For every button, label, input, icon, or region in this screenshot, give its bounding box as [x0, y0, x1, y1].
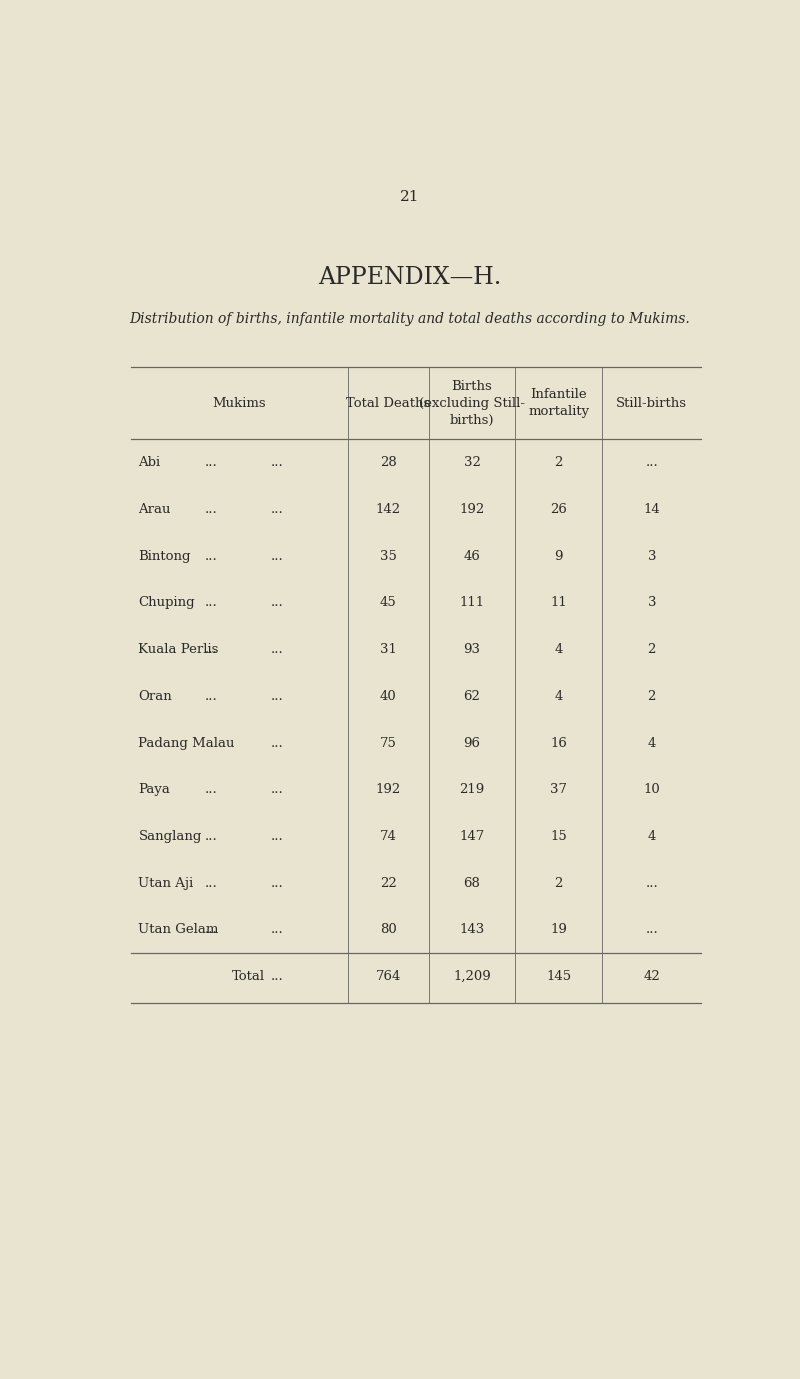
Text: 26: 26 [550, 503, 567, 516]
Text: ...: ... [206, 597, 218, 610]
Text: 40: 40 [380, 690, 397, 703]
Text: ...: ... [206, 550, 218, 563]
Text: Utan Aji: Utan Aji [138, 877, 194, 889]
Text: 143: 143 [459, 924, 485, 936]
Text: 80: 80 [380, 924, 397, 936]
Text: 4: 4 [554, 690, 563, 703]
Text: Kuala Perlis: Kuala Perlis [138, 643, 219, 656]
Text: ...: ... [270, 597, 283, 610]
Text: 96: 96 [463, 736, 481, 750]
Text: 111: 111 [459, 597, 485, 610]
Text: ...: ... [206, 456, 218, 469]
Text: 2: 2 [554, 877, 563, 889]
Text: ...: ... [206, 924, 218, 936]
Text: Bintong: Bintong [138, 550, 191, 563]
Text: 42: 42 [643, 971, 660, 983]
Text: 68: 68 [463, 877, 481, 889]
Text: Infantile
mortality: Infantile mortality [528, 389, 590, 418]
Text: ...: ... [206, 643, 218, 656]
Text: 93: 93 [463, 643, 481, 656]
Text: 10: 10 [643, 783, 660, 796]
Text: ...: ... [270, 971, 283, 983]
Text: 145: 145 [546, 971, 571, 983]
Text: ...: ... [206, 877, 218, 889]
Text: 192: 192 [376, 783, 401, 796]
Text: 11: 11 [550, 597, 567, 610]
Text: ...: ... [270, 877, 283, 889]
Text: 14: 14 [643, 503, 660, 516]
Text: 19: 19 [550, 924, 567, 936]
Text: 192: 192 [459, 503, 485, 516]
Text: 4: 4 [554, 643, 563, 656]
Text: ...: ... [270, 550, 283, 563]
Text: ...: ... [206, 503, 218, 516]
Text: 3: 3 [647, 597, 656, 610]
Text: ...: ... [206, 783, 218, 796]
Text: 28: 28 [380, 456, 397, 469]
Text: ...: ... [270, 643, 283, 656]
Text: 45: 45 [380, 597, 397, 610]
Text: Distribution of births, infantile mortality and total deaths according to Mukims: Distribution of births, infantile mortal… [130, 312, 690, 325]
Text: 16: 16 [550, 736, 567, 750]
Text: Abi: Abi [138, 456, 161, 469]
Text: 35: 35 [380, 550, 397, 563]
Text: 2: 2 [648, 690, 656, 703]
Text: Total Deaths: Total Deaths [346, 397, 430, 410]
Text: ...: ... [270, 456, 283, 469]
Text: 3: 3 [647, 550, 656, 563]
Text: ...: ... [270, 924, 283, 936]
Text: 4: 4 [648, 736, 656, 750]
Text: 9: 9 [554, 550, 563, 563]
Text: ...: ... [270, 736, 283, 750]
Text: ...: ... [206, 830, 218, 843]
Text: 219: 219 [459, 783, 485, 796]
Text: ...: ... [270, 783, 283, 796]
Text: 21: 21 [400, 190, 420, 204]
Text: 37: 37 [550, 783, 567, 796]
Text: ...: ... [270, 503, 283, 516]
Text: Still-births: Still-births [616, 397, 687, 410]
Text: 31: 31 [380, 643, 397, 656]
Text: 22: 22 [380, 877, 397, 889]
Text: ...: ... [270, 690, 283, 703]
Text: 15: 15 [550, 830, 567, 843]
Text: 2: 2 [554, 456, 563, 469]
Text: 46: 46 [463, 550, 481, 563]
Text: 1,209: 1,209 [453, 971, 491, 983]
Text: 75: 75 [380, 736, 397, 750]
Text: APPENDIX—H.: APPENDIX—H. [318, 266, 502, 290]
Text: ...: ... [206, 690, 218, 703]
Text: ...: ... [646, 877, 658, 889]
Text: 32: 32 [463, 456, 481, 469]
Text: ...: ... [646, 924, 658, 936]
Text: Chuping: Chuping [138, 597, 195, 610]
Text: Total: Total [232, 971, 266, 983]
Text: Paya: Paya [138, 783, 170, 796]
Text: Births
(excluding Still-
births): Births (excluding Still- births) [419, 379, 525, 427]
Text: ...: ... [270, 830, 283, 843]
Text: 764: 764 [376, 971, 401, 983]
Text: 74: 74 [380, 830, 397, 843]
Text: Arau: Arau [138, 503, 171, 516]
Text: Mukims: Mukims [213, 397, 266, 410]
Text: Utan Gelam: Utan Gelam [138, 924, 219, 936]
Text: 142: 142 [376, 503, 401, 516]
Text: 2: 2 [648, 643, 656, 656]
Text: 4: 4 [648, 830, 656, 843]
Text: Padang Malau: Padang Malau [138, 736, 235, 750]
Text: 62: 62 [463, 690, 481, 703]
Text: ...: ... [646, 456, 658, 469]
Text: Sanglang: Sanglang [138, 830, 202, 843]
Text: 147: 147 [459, 830, 485, 843]
Text: Oran: Oran [138, 690, 172, 703]
